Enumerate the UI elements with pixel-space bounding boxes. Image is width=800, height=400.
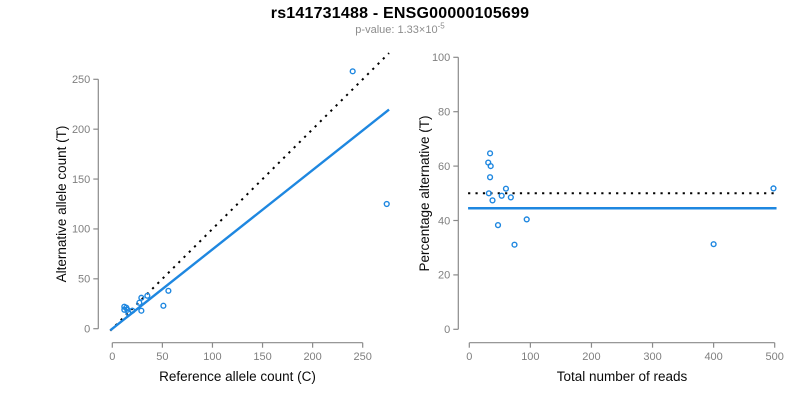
x-tick-label: 100 xyxy=(521,351,539,363)
y-tick-label: 100 xyxy=(432,52,450,64)
y-axis-title: Alternative allele count (T) xyxy=(54,126,69,283)
y-tick-label: 60 xyxy=(438,161,450,173)
x-tick-label: 100 xyxy=(203,351,221,363)
data-point xyxy=(383,200,390,208)
data-point xyxy=(523,216,530,223)
x-tick-label: 250 xyxy=(354,351,372,363)
data-point xyxy=(136,299,143,306)
x-tick-label: 150 xyxy=(253,351,271,363)
data-point xyxy=(138,294,145,301)
data-point xyxy=(144,292,151,299)
data-point xyxy=(160,302,167,309)
x-axis-title: Total number of reads xyxy=(557,369,688,384)
y-tick-label: 40 xyxy=(438,215,450,227)
x-tick-label: 200 xyxy=(303,351,321,363)
y-tick-label: 50 xyxy=(78,274,90,286)
data-point xyxy=(138,307,145,314)
data-point xyxy=(498,192,505,199)
regression-line xyxy=(109,108,390,332)
data-point xyxy=(494,222,502,229)
data-point xyxy=(486,150,494,157)
data-point xyxy=(487,163,494,170)
y-tick-label: 20 xyxy=(438,270,450,282)
y-axis-title: Percentage alternative (T) xyxy=(417,115,432,271)
x-tick-label: 200 xyxy=(582,351,600,363)
x-tick-label: 400 xyxy=(704,351,722,363)
data-point xyxy=(486,174,494,181)
y-tick-label: 250 xyxy=(72,74,90,86)
chart-percentage-vs-reads: 0 20 40 60 80 100 0 100 200 300 400 500 Total number… xyxy=(417,52,784,384)
x-tick-label: 300 xyxy=(643,351,661,363)
y-tick-label: 0 xyxy=(84,324,90,336)
x-tick-label: 0 xyxy=(109,351,115,363)
data-point xyxy=(502,185,510,192)
y-tick-label: 150 xyxy=(72,174,90,186)
x-tick-label: 500 xyxy=(766,351,784,363)
data-point xyxy=(165,287,172,294)
x-tick-label: 50 xyxy=(156,351,168,363)
chart-allele-counts: 0 50 100 150 200 250 0 50 100 150 200 250 Reference … xyxy=(54,52,390,384)
x-axis-title: Reference allele count (C) xyxy=(159,369,316,384)
data-point xyxy=(770,185,777,192)
identity-line xyxy=(109,52,390,332)
data-point xyxy=(349,68,356,75)
data-point xyxy=(489,197,496,204)
y-tick-label: 80 xyxy=(438,107,450,119)
y-tick-label: 100 xyxy=(72,224,90,236)
data-point xyxy=(507,194,514,201)
y-tick-label: 200 xyxy=(72,124,90,136)
x-tick-label: 0 xyxy=(466,351,472,363)
data-point xyxy=(485,190,492,197)
data-point xyxy=(511,241,518,248)
data-point xyxy=(129,307,136,314)
y-tick-label: 0 xyxy=(444,324,450,336)
data-point xyxy=(710,241,717,248)
